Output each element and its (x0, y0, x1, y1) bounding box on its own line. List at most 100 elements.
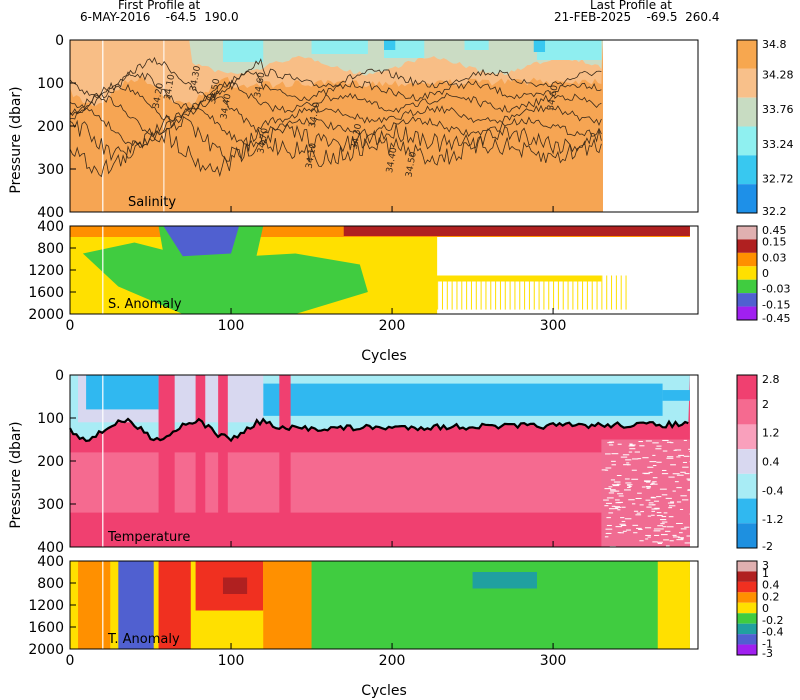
panel-clip-group (70, 40, 603, 212)
temp-speckle (663, 512, 668, 514)
temp-speckle (624, 518, 632, 520)
temp-speckle (651, 482, 655, 484)
temp-speckle (614, 506, 621, 508)
temp-speckle (628, 485, 632, 487)
tanom-profile-stripe (540, 610, 542, 645)
temp-speckle (683, 455, 690, 457)
sanom-profile-stripe (553, 275, 555, 310)
x-tick-label: 100 (218, 318, 245, 334)
colorbar-swatch (737, 40, 757, 69)
salinity-contour (69, 92, 602, 135)
sanom-profile-stripe (591, 275, 593, 310)
contour-label: 34.40 (219, 93, 233, 120)
salinity-contour (69, 127, 602, 178)
temp-speckle (656, 515, 663, 517)
temp-speckle (616, 483, 621, 485)
colorbar-swatch (737, 523, 757, 548)
temp-speckle (645, 440, 652, 442)
temp-speckle (622, 454, 630, 456)
y-tick-label: 0 (55, 368, 64, 384)
sanom-profile-stripe (485, 275, 487, 310)
colorbar-swatch (737, 473, 757, 499)
tanom-profile-stripe (524, 610, 526, 645)
temp-speckle (669, 540, 674, 542)
temp-speckle (684, 526, 690, 528)
colorbar-label: 0 (762, 602, 769, 615)
y-tick-label: 100 (37, 411, 64, 427)
x-tick-label: 100 (218, 653, 245, 669)
temp-speckle (620, 524, 627, 526)
tanom-profile-stripe (447, 610, 449, 645)
tanom-yellow-right (657, 561, 690, 649)
colorbar-label: -0.15 (762, 298, 790, 311)
sanom-profile-stripe (475, 275, 477, 310)
sanom-profile-stripe (601, 275, 603, 310)
tanom-profile-stripe (560, 610, 562, 645)
temp-speckle (623, 464, 629, 466)
temp-speckle (646, 506, 652, 508)
temp-winter-water (662, 390, 690, 401)
temp-speckle (662, 439, 669, 441)
temp-speckle (665, 545, 670, 547)
y-tick-label: 1600 (28, 620, 64, 636)
temp-speckle (650, 483, 658, 485)
contour-label: 34.30 (189, 65, 203, 92)
temp-speckle (651, 514, 655, 516)
temp-speckle (667, 456, 674, 458)
temp-speckle (661, 469, 667, 471)
tanom-profile-stripe (535, 610, 537, 645)
colorbar-label: -0.03 (762, 283, 790, 296)
temp-speckle (612, 485, 620, 487)
y-tick-label: 1600 (28, 285, 64, 301)
temp-speckle (639, 504, 644, 506)
temp-speckle (604, 469, 609, 471)
temp-speckle (631, 469, 637, 471)
colorbar-swatch (737, 155, 757, 185)
colorbar-swatch (737, 239, 757, 253)
colorbar-label: 34.8 (762, 38, 787, 51)
x-axis-label: Cycles (361, 348, 407, 364)
temp-speckle (639, 540, 644, 542)
y-tick-label: 400 (37, 219, 64, 235)
tanom-orange (263, 561, 312, 649)
sanom-profile-stripe (437, 275, 439, 310)
tanom-profile-stripe (457, 610, 459, 645)
sanom-profile-stripe (562, 275, 564, 310)
temp-speckle (648, 502, 654, 504)
temp-speckle (606, 517, 611, 519)
colorbar-swatch (737, 581, 757, 593)
tanom-profile-stripe (632, 610, 634, 645)
temp-speckle (648, 471, 653, 473)
sanom-profile-stripe (470, 275, 472, 310)
sanom-profile-stripe (606, 275, 608, 310)
temp-speckle (657, 541, 663, 543)
temp-speckle (670, 442, 674, 444)
colorbar-swatch (737, 613, 757, 624)
temp-speckle (674, 481, 679, 483)
temp-speckle (608, 508, 615, 510)
temp-speckle (608, 444, 614, 446)
sanom-profile-stripe (490, 275, 492, 310)
temp-speckle (608, 441, 615, 443)
sanom-profile-stripe (480, 275, 482, 310)
colorbar-label: -1.2 (762, 513, 783, 526)
sanom-profile-stripe (538, 275, 540, 310)
temp-speckle (632, 458, 639, 460)
y-tick-label: 800 (37, 241, 64, 257)
data-gap (102, 561, 104, 649)
temp-speckle (633, 532, 638, 534)
contour-label: 34.10 (305, 142, 319, 169)
temp-speckle (676, 522, 683, 524)
temp-speckle (653, 528, 661, 530)
temp-speckle (659, 488, 667, 490)
temp-speckle (617, 532, 621, 534)
x-tick-label: 300 (540, 318, 567, 334)
colorbar-swatch (737, 449, 757, 474)
temp-speckle (635, 497, 642, 499)
first-profile-info: 6-MAY-2016 -64.5 190.0 (80, 10, 239, 24)
temp-speckle (652, 465, 657, 467)
tanom-profile-stripe (607, 610, 609, 645)
x-tick-label: 0 (66, 318, 75, 334)
tanom-profile-stripe (529, 610, 531, 645)
temp-cold-patch (86, 375, 159, 410)
